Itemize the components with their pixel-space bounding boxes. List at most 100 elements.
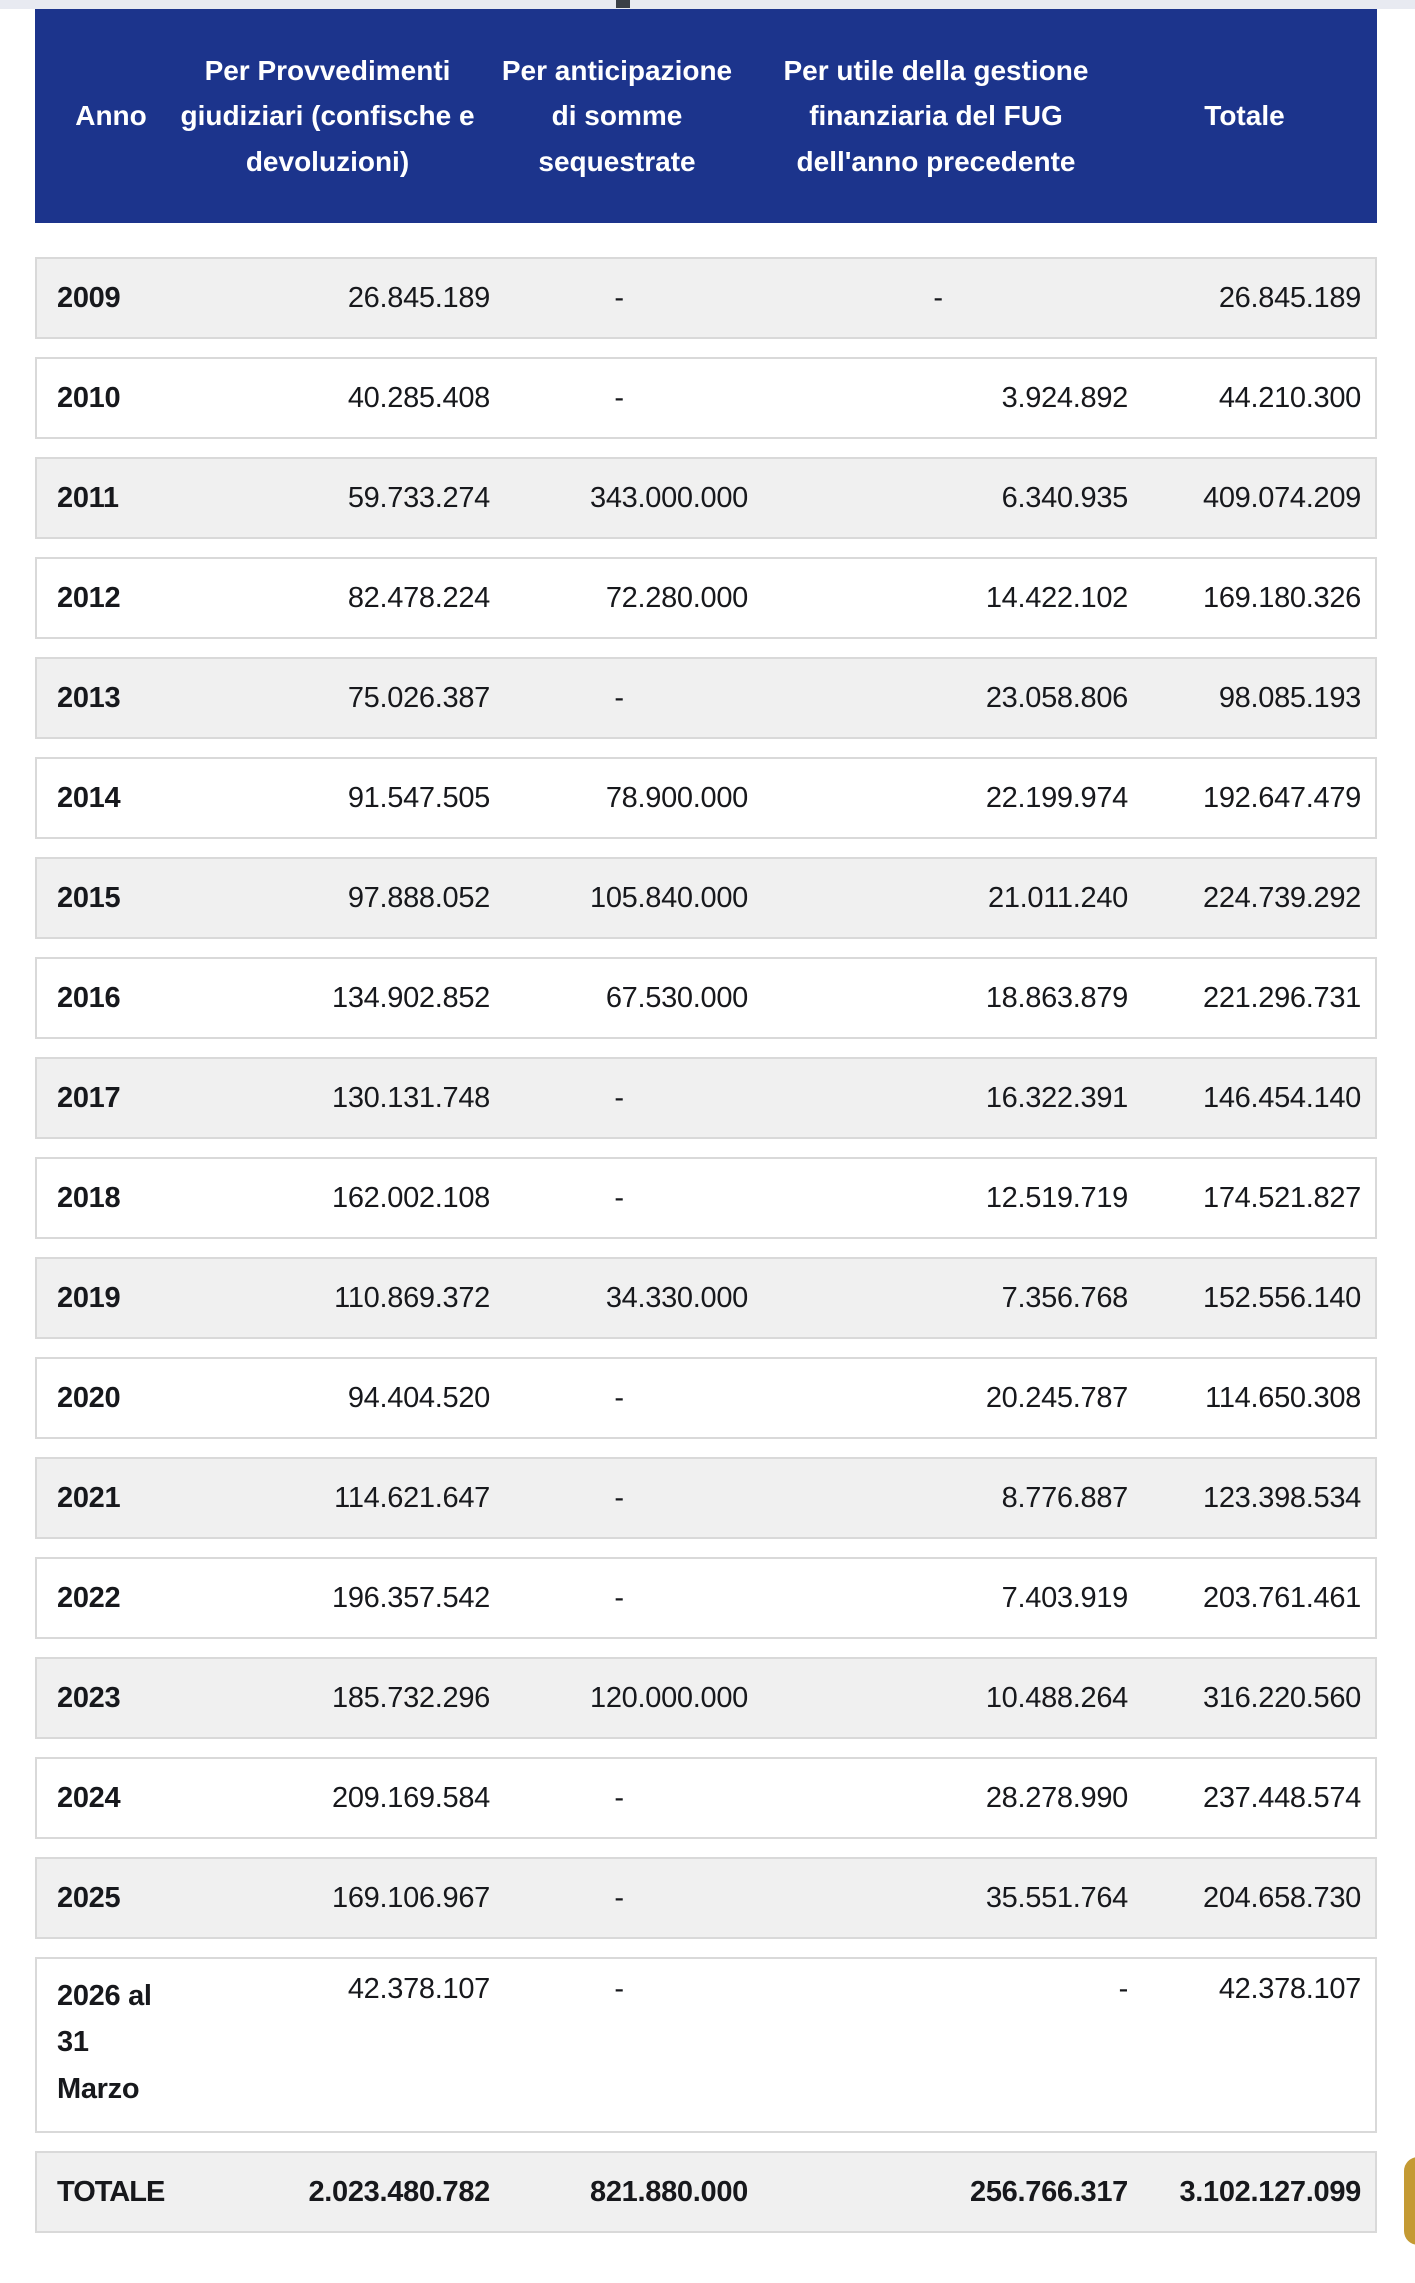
- year-cell: 2020: [57, 1381, 121, 1414]
- totale-cell: 42.378.107: [1218, 1973, 1361, 2005]
- provvedimenti-cell: 91.547.505: [347, 781, 490, 814]
- totale-cell: 174.521.827: [1203, 1181, 1361, 1214]
- year-cell: TOTALE: [57, 2175, 165, 2208]
- anticipazione-cell: -: [614, 281, 624, 314]
- totale-cell: 98.085.193: [1218, 681, 1361, 714]
- year-cell: 2009: [57, 281, 121, 314]
- provvedimenti-cell: 82.478.224: [347, 581, 490, 614]
- totale-cell: 44.210.300: [1218, 381, 1361, 414]
- table-row: 2016 134.902.852 67.530.000 18.863.879 2…: [35, 957, 1377, 1039]
- totale-cell: 409.074.209: [1203, 481, 1361, 514]
- provvedimenti-cell: 97.888.052: [347, 881, 490, 914]
- anticipazione-cell: -: [614, 1381, 624, 1414]
- totale-cell: 114.650.308: [1205, 1381, 1361, 1414]
- year-cell: 2025: [57, 1881, 121, 1914]
- provvedimenti-cell: 75.026.387: [347, 681, 490, 714]
- utile-fug-cell: 10.488.264: [985, 1681, 1128, 1714]
- provvedimenti-cell: 2.023.480.782: [308, 2175, 490, 2208]
- anticipazione-cell: -: [614, 1581, 624, 1614]
- year-cell: 2021: [57, 1481, 121, 1514]
- table-row: 2023 185.732.296 120.000.000 10.488.264 …: [35, 1657, 1377, 1739]
- year-cell: 2023: [57, 1681, 121, 1714]
- col-header-totale: Totale: [1204, 100, 1285, 132]
- provvedimenti-cell: 185.732.296: [332, 1681, 490, 1714]
- anticipazione-cell: -: [614, 1973, 624, 2005]
- utile-fug-cell: 7.403.919: [1001, 1581, 1129, 1614]
- totale-cell: 123.398.534: [1203, 1481, 1361, 1514]
- totale-cell: 152.556.140: [1203, 1281, 1361, 1314]
- provvedimenti-cell: 196.357.542: [332, 1581, 490, 1614]
- table-row: 2010 40.285.408 - 3.924.892 44.210.300: [35, 357, 1377, 439]
- anticipazione-cell: 120.000.000: [590, 1681, 748, 1714]
- totale-cell: 224.739.292: [1203, 881, 1361, 914]
- year-cell: 2026 al 31 Marzo: [57, 1980, 152, 2105]
- anticipazione-cell: -: [614, 1881, 624, 1914]
- utile-fug-cell: 3.924.892: [1001, 381, 1129, 414]
- table-header: Anno Per Provvedimenti giudiziari (confi…: [35, 9, 1377, 223]
- anticipazione-cell: 821.880.000: [590, 2175, 748, 2208]
- provvedimenti-cell: 130.131.748: [332, 1081, 490, 1114]
- table-row: 2013 75.026.387 - 23.058.806 98.085.193: [35, 657, 1377, 739]
- year-cell: 2024: [57, 1781, 121, 1814]
- year-cell: 2022: [57, 1581, 121, 1614]
- totale-cell: 237.448.574: [1203, 1781, 1361, 1814]
- provvedimenti-cell: 114.621.647: [334, 1481, 490, 1514]
- anticipazione-cell: 105.840.000: [590, 881, 748, 914]
- utile-fug-cell: 22.199.974: [985, 781, 1128, 814]
- table-row: 2025 169.106.967 - 35.551.764 204.658.73…: [35, 1857, 1377, 1939]
- provvedimenti-cell: 94.404.520: [347, 1381, 490, 1414]
- utile-fug-cell: 21.011.240: [988, 881, 1128, 914]
- table-row: 2021 114.621.647 - 8.776.887 123.398.534: [35, 1457, 1377, 1539]
- provvedimenti-cell: 162.002.108: [332, 1181, 490, 1214]
- provvedimenti-cell: 169.106.967: [332, 1881, 490, 1914]
- utile-fug-cell: 7.356.768: [1001, 1281, 1129, 1314]
- floating-side-button[interactable]: [1404, 2157, 1415, 2245]
- table-row: 2019 110.869.372 34.330.000 7.356.768 15…: [35, 1257, 1377, 1339]
- year-cell: 2011: [57, 481, 119, 514]
- col-header-anno: Anno: [75, 100, 147, 132]
- utile-fug-cell: 28.278.990: [985, 1781, 1128, 1814]
- utile-fug-cell: 12.519.719: [985, 1181, 1128, 1214]
- table-row: 2017 130.131.748 - 16.322.391 146.454.14…: [35, 1057, 1377, 1139]
- col-header-anticipazione: Per anticipazione di somme sequestrate: [501, 54, 733, 177]
- provvedimenti-cell: 134.902.852: [332, 981, 490, 1014]
- anticipazione-cell: 34.330.000: [605, 1281, 748, 1314]
- totale-cell: 204.658.730: [1203, 1881, 1361, 1914]
- table-row: 2020 94.404.520 - 20.245.787 114.650.308: [35, 1357, 1377, 1439]
- anticipazione-cell: -: [614, 1081, 624, 1114]
- year-cell: 2010: [57, 381, 121, 414]
- provvedimenti-cell: 59.733.274: [347, 481, 490, 514]
- year-cell: 2012: [57, 581, 121, 614]
- utile-fug-cell: 14.422.102: [985, 581, 1128, 614]
- totale-cell: 192.647.479: [1203, 781, 1361, 814]
- utile-fug-cell: 23.058.806: [985, 681, 1128, 714]
- anticipazione-cell: 67.530.000: [605, 981, 748, 1014]
- totale-cell: 3.102.127.099: [1179, 2175, 1361, 2208]
- utile-fug-cell: 16.322.391: [985, 1081, 1128, 1114]
- table-row: 2018 162.002.108 - 12.519.719 174.521.82…: [35, 1157, 1377, 1239]
- utile-fug-cell: -: [1118, 1973, 1129, 2005]
- totale-cell: 169.180.326: [1203, 581, 1361, 614]
- totale-cell: 221.296.731: [1203, 981, 1361, 1014]
- anticipazione-cell: 343.000.000: [590, 481, 748, 514]
- anticipazione-cell: -: [614, 1481, 624, 1514]
- table-row: 2015 97.888.052 105.840.000 21.011.240 2…: [35, 857, 1377, 939]
- year-cell: 2018: [57, 1181, 121, 1214]
- table-body: 2009 26.845.189 - - 26.845.189 2010 40.2…: [35, 257, 1377, 2251]
- table-row: 2014 91.547.505 78.900.000 22.199.974 19…: [35, 757, 1377, 839]
- provvedimenti-cell: 42.378.107: [347, 1973, 490, 2005]
- table-row: 2026 al 31 Marzo 42.378.107 - - 42.378.1…: [35, 1957, 1377, 2133]
- anticipazione-cell: -: [614, 681, 624, 714]
- cropped-content-artifact: [616, 0, 630, 8]
- totale-cell: 316.220.560: [1203, 1681, 1361, 1714]
- year-cell: 2015: [57, 881, 121, 914]
- table-row: 2024 209.169.584 - 28.278.990 237.448.57…: [35, 1757, 1377, 1839]
- table-row: 2011 59.733.274 343.000.000 6.340.935 40…: [35, 457, 1377, 539]
- utile-fug-cell: 6.340.935: [1001, 481, 1129, 514]
- utile-fug-cell: -: [933, 281, 943, 314]
- year-cell: 2014: [57, 781, 121, 814]
- utile-fug-cell: 8.776.887: [1001, 1481, 1129, 1514]
- table-row: 2022 196.357.542 - 7.403.919 203.761.461: [35, 1557, 1377, 1639]
- table-row: TOTALE 2.023.480.782 821.880.000 256.766…: [35, 2151, 1377, 2233]
